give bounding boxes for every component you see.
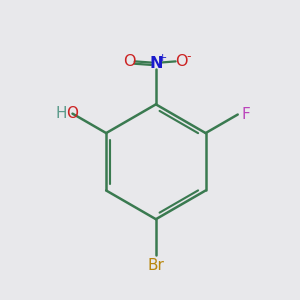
Text: Br: Br — [148, 258, 164, 273]
Text: O: O — [67, 106, 79, 121]
Text: -: - — [186, 50, 191, 63]
Text: H: H — [55, 106, 67, 121]
Text: O: O — [175, 54, 187, 69]
Text: F: F — [242, 107, 250, 122]
Text: +: + — [158, 53, 167, 63]
Text: N: N — [149, 56, 163, 70]
Text: O: O — [123, 54, 136, 69]
